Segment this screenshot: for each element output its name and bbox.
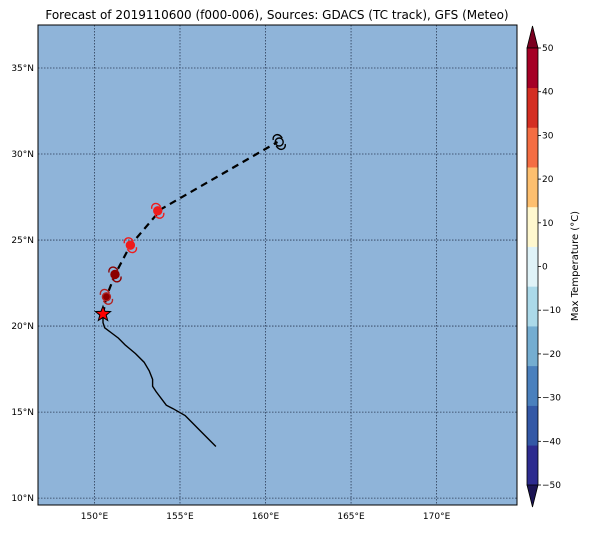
cyclone-arm-top	[150, 202, 162, 209]
cyclone-icon	[108, 266, 122, 283]
cyclone-arm-bottom	[275, 143, 286, 151]
colorbar-segment	[527, 246, 538, 287]
cyclone-eye	[101, 292, 112, 302]
colorbar-tick-label: 30	[542, 131, 554, 141]
longitude-label: 165°E	[337, 512, 365, 522]
latitude-label: 25°N	[11, 236, 34, 246]
latitude-label: 20°N	[11, 322, 34, 332]
colorbar-under-arrow	[526, 484, 539, 508]
colorbar-tick-label: 40	[542, 88, 554, 98]
latitude-label: 35°N	[11, 64, 34, 74]
colorbar-tick-label: −40	[542, 437, 561, 447]
longitude-label: 170°E	[423, 512, 451, 522]
colorbar-segment	[527, 445, 538, 486]
longitude-label: 160°E	[252, 512, 280, 522]
colorbar-over-arrow	[526, 25, 539, 49]
cyclone-icon	[123, 237, 138, 254]
current-position-star	[94, 304, 112, 322]
graticule	[38, 25, 517, 505]
colorbar-segment	[527, 286, 538, 327]
cyclone-icon	[150, 202, 165, 219]
colorbar-label: Max Temperature (°C)	[570, 211, 581, 321]
colorbar: −50 −40 −30 −20 −10 0 10 20 30 40 50	[526, 25, 561, 508]
colorbar-segment	[527, 206, 538, 247]
colorbar-segment	[527, 365, 538, 406]
cyclone-eye	[125, 240, 136, 250]
colorbar-tick-label: −20	[542, 350, 561, 360]
latitude-labels: 10°N 15°N 20°N 25°N 30°N 35°N	[11, 64, 34, 504]
colorbar-tick-label: −50	[542, 481, 561, 491]
cyclone-eye	[153, 206, 163, 216]
latitude-label: 10°N	[11, 494, 34, 504]
cyclone-eye	[274, 137, 284, 147]
latitude-label: 30°N	[11, 150, 34, 160]
colorbar-tick-label: 10	[542, 219, 554, 229]
colorbar-segment	[527, 167, 538, 208]
cyclone-arm-top	[272, 133, 283, 141]
longitude-label: 150°E	[81, 512, 109, 522]
colorbar-tick-label: 20	[542, 175, 554, 185]
cyclone-arm-top	[123, 237, 134, 244]
colorbar-tick-label: 50	[542, 44, 554, 54]
cyclone-icon	[272, 133, 286, 151]
longitude-label: 155°E	[166, 512, 194, 522]
cyclone-arm-bottom	[111, 276, 122, 283]
map-frame	[37, 24, 518, 506]
colorbar-tick-label: −30	[542, 394, 561, 404]
cyclone-arm-bottom	[154, 212, 165, 219]
cyclone-eye	[110, 269, 120, 280]
cyclone-arm-top	[99, 288, 111, 295]
cyclone-arm-bottom	[102, 298, 114, 305]
colorbar-segment	[527, 127, 538, 168]
colorbar-tick-label: −10	[542, 306, 561, 316]
colorbar-segment	[527, 87, 538, 128]
cyclone-icon	[99, 288, 114, 305]
colorbar-segment	[527, 48, 538, 89]
cyclone-arm-bottom	[126, 247, 138, 254]
colorbar-segment	[527, 326, 538, 367]
storm-layer	[94, 133, 286, 322]
colorbar-segment	[527, 405, 538, 446]
map-title: Forecast of 2019110600 (f000-006), Sourc…	[45, 8, 508, 22]
longitude-labels: 150°E 155°E 160°E 165°E 170°E	[81, 512, 451, 522]
latitude-label: 15°N	[11, 408, 34, 418]
past-track-line	[102, 314, 217, 447]
ocean-background	[38, 25, 517, 505]
colorbar-tick-label: 0	[542, 263, 548, 273]
cyclone-arm-top	[108, 266, 119, 273]
